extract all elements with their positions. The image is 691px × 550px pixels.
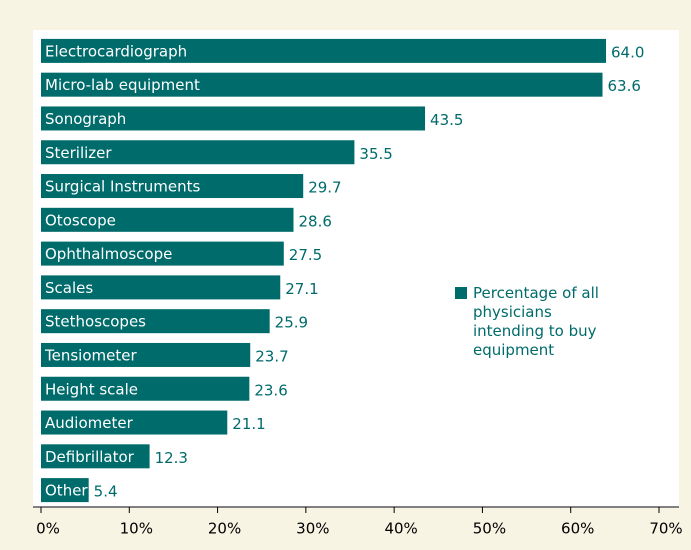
value-label: 64.0 — [611, 43, 644, 61]
bar — [41, 309, 270, 334]
category-label: Height scale — [45, 380, 138, 398]
plot-area — [33, 30, 679, 508]
value-label: 27.5 — [289, 246, 322, 264]
bar — [41, 410, 228, 435]
bar — [41, 207, 294, 232]
value-label: 5.4 — [94, 483, 118, 501]
legend: Percentage of all physicians intending t… — [445, 276, 615, 370]
x-tick-label: 70% — [649, 520, 682, 538]
x-tick-label: 50% — [473, 520, 506, 538]
bar — [41, 444, 150, 469]
value-label: 28.6 — [298, 212, 331, 230]
value-label: 23.6 — [254, 381, 287, 399]
bar — [41, 72, 603, 97]
value-label: 12.3 — [155, 449, 188, 467]
x-tick-label: 0% — [36, 520, 60, 538]
bar — [41, 376, 250, 401]
x-tick-label: 20% — [208, 520, 241, 538]
bar — [41, 275, 281, 300]
value-label: 27.1 — [285, 280, 318, 298]
category-label: Stethoscopes — [45, 313, 146, 331]
category-label: Tensiometer — [44, 346, 137, 364]
legend-swatch — [455, 287, 467, 299]
category-label: Micro-lab equipment — [45, 76, 200, 94]
x-tick-label: 60% — [561, 520, 594, 538]
category-label: Electrocardiograph — [45, 42, 187, 60]
bar — [41, 174, 304, 199]
category-label: Sonograph — [45, 110, 126, 128]
value-label: 25.9 — [275, 314, 308, 332]
value-label: 23.7 — [255, 347, 288, 365]
x-tick-label: 10% — [120, 520, 153, 538]
category-label: Ophthalmoscope — [45, 245, 172, 263]
category-label: Sterilizer — [45, 144, 112, 162]
category-label: Other — [45, 482, 88, 500]
legend-entry: Percentage of all physicians intending t… — [455, 284, 605, 360]
category-label: Surgical Instruments — [45, 178, 201, 196]
x-tick-label: 30% — [296, 520, 329, 538]
value-label: 43.5 — [430, 111, 463, 129]
value-label: 35.5 — [359, 145, 392, 163]
bar — [41, 106, 426, 131]
x-tick-label: 40% — [384, 520, 417, 538]
bar — [41, 478, 89, 503]
bar — [41, 241, 284, 266]
bar — [41, 342, 251, 367]
legend-label: Percentage of all physicians intending t… — [473, 284, 599, 359]
category-label: Audiometer — [45, 414, 134, 432]
category-label: Defibrillator — [45, 448, 135, 466]
category-label: Otoscope — [45, 211, 116, 229]
value-label: 21.1 — [232, 415, 265, 433]
value-label: 29.7 — [308, 179, 341, 197]
value-label: 63.6 — [607, 77, 640, 95]
bar — [41, 140, 355, 165]
bar — [41, 38, 607, 63]
category-label: Scales — [45, 279, 93, 297]
